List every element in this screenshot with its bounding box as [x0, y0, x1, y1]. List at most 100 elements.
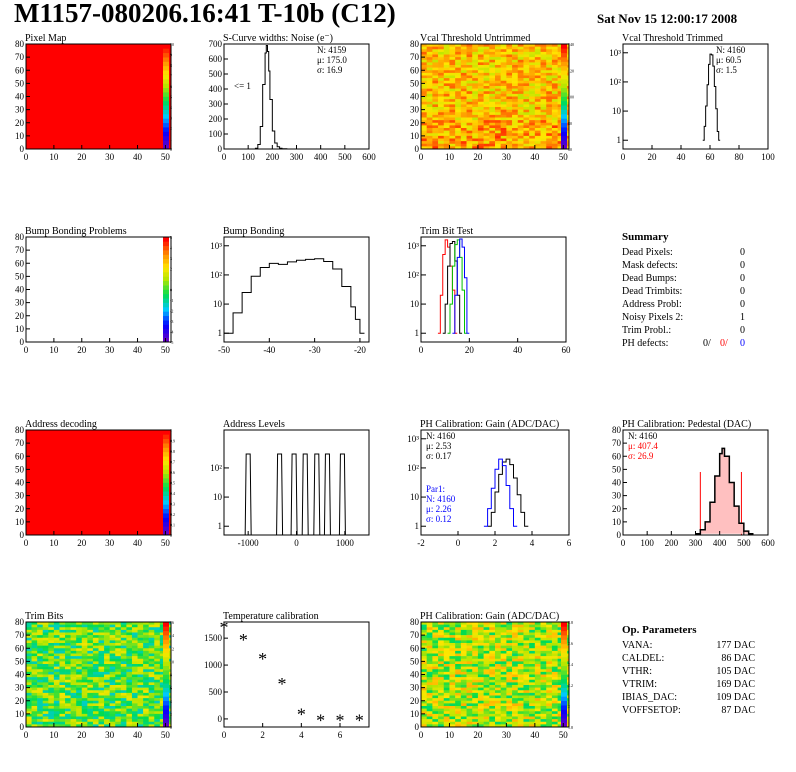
- heatmap-cell: [120, 650, 127, 654]
- heatmap-cell: [472, 653, 479, 657]
- heatmap-cell: [120, 716, 127, 720]
- heatmap-cell: [512, 78, 519, 82]
- color-scale-step: [163, 491, 169, 496]
- heatmap-cell: [449, 635, 456, 639]
- heatmap-cell: [26, 624, 32, 628]
- heatmap-cell: [546, 671, 553, 675]
- color-scale-step: [163, 337, 169, 343]
- heatmap-cell: [109, 690, 116, 694]
- heatmap-cell: [104, 711, 110, 715]
- heatmap-cell: [529, 721, 536, 725]
- heatmap-cell: [92, 706, 99, 709]
- heatmap-cell: [104, 648, 110, 652]
- heatmap-cell: [455, 65, 462, 68]
- heatmap-cell: [557, 713, 564, 717]
- heatmap-cell: [483, 93, 490, 97]
- heatmap-cell: [432, 664, 439, 667]
- heatmap-cell: [148, 690, 155, 694]
- heatmap-cell: [489, 62, 496, 66]
- heatmap-cell: [512, 635, 519, 639]
- heatmap-cell: [483, 143, 490, 147]
- y-tick-label: 10³: [609, 48, 621, 58]
- heatmap-cell: [534, 88, 541, 92]
- x-tick-label: 0: [456, 538, 461, 548]
- heatmap-cell: [540, 713, 547, 717]
- heatmap-cell: [517, 62, 524, 66]
- heatmap-cell: [438, 627, 445, 631]
- heatmap-cell: [443, 101, 450, 105]
- heatmap-cell: [154, 700, 161, 704]
- heatmap-cell: [143, 671, 149, 675]
- heatmap-cell: [449, 54, 456, 58]
- z-tick-label: 0.3: [170, 502, 175, 507]
- heatmap-cell: [87, 674, 94, 678]
- y-tick-label: 100: [209, 129, 223, 139]
- op-param-label: IBIAS_DAC:: [622, 692, 677, 703]
- heatmap-cell: [500, 62, 507, 66]
- heatmap-cell: [104, 682, 110, 686]
- heatmap-cell: [500, 80, 507, 84]
- heatmap-cell: [529, 44, 536, 47]
- heatmap-cell: [443, 706, 450, 709]
- heatmap-cell: [438, 96, 445, 100]
- heatmap-cell: [59, 627, 66, 631]
- heatmap-cell: [546, 669, 553, 673]
- heatmap-cell: [523, 674, 530, 678]
- heatmap-cell: [37, 713, 44, 717]
- heatmap-cell: [87, 703, 94, 707]
- heatmap-cell: [529, 629, 536, 633]
- heatmap-cell: [500, 677, 507, 681]
- heatmap-cell: [76, 635, 83, 639]
- heatmap-cell: [529, 671, 536, 675]
- heatmap-cell: [87, 643, 94, 646]
- heatmap-cell: [115, 656, 122, 660]
- heatmap-cell: [98, 650, 105, 654]
- color-scale-step: [163, 482, 169, 488]
- heatmap-cell: [557, 146, 564, 150]
- color-scale-step: [163, 333, 169, 338]
- heatmap-cell: [477, 67, 484, 71]
- heatmap-cell: [477, 101, 484, 105]
- heatmap-cell: [512, 716, 519, 720]
- heatmap-cell: [523, 67, 530, 71]
- heatmap-cell: [551, 80, 558, 84]
- z-tick-label: 0.2: [170, 512, 175, 517]
- heatmap-cell: [81, 666, 88, 670]
- heatmap-cell: [506, 708, 513, 712]
- heatmap-cell: [529, 648, 536, 652]
- heatmap-cell: [500, 711, 507, 715]
- heatmap-cell: [42, 627, 49, 631]
- heatmap-cell: [523, 72, 530, 76]
- heatmap-cell: [540, 671, 547, 675]
- heatmap-cell: [438, 648, 445, 652]
- heatmap-cell: [81, 648, 88, 652]
- heatmap-cell: [460, 698, 467, 702]
- heatmap-cell: [131, 645, 138, 649]
- heatmap-cell: [551, 128, 558, 131]
- heatmap-cell: [460, 128, 467, 131]
- heatmap-cell: [546, 128, 553, 131]
- heatmap-cell: [506, 104, 513, 108]
- heatmap-cell: [143, 637, 149, 641]
- heatmap-cell: [26, 690, 32, 694]
- heatmap-cell: [512, 645, 519, 649]
- heatmap-cell: [421, 664, 427, 667]
- series-line-black: [487, 458, 529, 527]
- heatmap-cell: [449, 713, 456, 717]
- heatmap-cell: [540, 130, 547, 134]
- heatmap-cell: [472, 724, 479, 728]
- heatmap-cell: [81, 682, 88, 686]
- heatmap-cell: [466, 109, 473, 113]
- heatmap-cell: [53, 656, 60, 660]
- heatmap-cell: [523, 711, 530, 715]
- heatmap-cell: [131, 653, 138, 657]
- heatmap-cell: [523, 107, 530, 110]
- heatmap-cell: [466, 629, 473, 633]
- heatmap-cell: [443, 135, 450, 139]
- heatmap-cell: [551, 70, 558, 74]
- series-line: [253, 45, 292, 150]
- heatmap-cell: [53, 708, 60, 712]
- heatmap-cell: [443, 656, 450, 660]
- heatmap-cell: [154, 716, 161, 720]
- heatmap-cell: [483, 67, 490, 71]
